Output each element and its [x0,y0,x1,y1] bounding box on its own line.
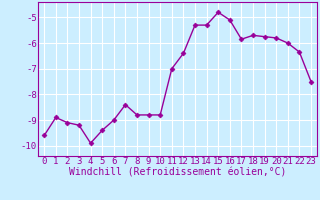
X-axis label: Windchill (Refroidissement éolien,°C): Windchill (Refroidissement éolien,°C) [69,168,286,178]
